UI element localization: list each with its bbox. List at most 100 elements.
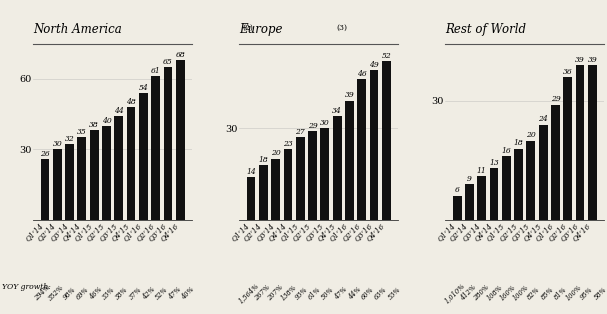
- Text: 27: 27: [296, 128, 305, 136]
- Text: 13: 13: [489, 159, 499, 167]
- Bar: [453, 196, 461, 220]
- Text: 61: 61: [151, 67, 160, 75]
- Text: 24: 24: [538, 115, 548, 123]
- Text: 14: 14: [246, 168, 256, 176]
- Text: 65: 65: [163, 58, 173, 66]
- Text: Europe: Europe: [239, 23, 283, 36]
- Bar: [53, 149, 62, 220]
- Text: 352%: 352%: [47, 284, 66, 303]
- Text: 69%: 69%: [75, 285, 90, 301]
- Bar: [490, 168, 498, 220]
- Bar: [271, 159, 280, 220]
- Text: 93%: 93%: [294, 285, 310, 301]
- Text: 38: 38: [89, 122, 99, 129]
- Text: 47%: 47%: [333, 285, 350, 301]
- Bar: [151, 76, 160, 220]
- Bar: [127, 107, 135, 220]
- Text: 18: 18: [514, 139, 523, 147]
- Bar: [90, 130, 98, 220]
- Text: 44%: 44%: [347, 285, 362, 301]
- Text: 39: 39: [575, 56, 585, 64]
- Text: 52%: 52%: [154, 285, 170, 301]
- Text: 35: 35: [77, 128, 87, 136]
- Text: 6: 6: [455, 187, 459, 194]
- Text: 46%: 46%: [87, 285, 104, 301]
- Text: 52: 52: [381, 51, 391, 60]
- Bar: [246, 177, 256, 220]
- Text: 58%: 58%: [592, 285, 607, 301]
- Bar: [465, 184, 474, 220]
- Bar: [259, 165, 268, 220]
- Text: 108%: 108%: [485, 284, 504, 303]
- Text: 40%: 40%: [180, 285, 196, 301]
- Text: 30: 30: [52, 140, 62, 148]
- Text: 54: 54: [138, 84, 148, 92]
- Text: 39: 39: [588, 56, 597, 64]
- Bar: [526, 141, 535, 220]
- Text: 29: 29: [308, 122, 317, 130]
- Bar: [308, 131, 317, 220]
- Text: 20: 20: [271, 149, 280, 157]
- Text: 82%: 82%: [526, 285, 542, 301]
- Text: 294%: 294%: [33, 284, 52, 303]
- Text: 60%: 60%: [360, 285, 376, 301]
- Text: 49: 49: [369, 61, 379, 69]
- Text: 85%: 85%: [539, 285, 555, 301]
- Text: 23: 23: [283, 140, 293, 148]
- Bar: [382, 61, 391, 220]
- Bar: [345, 100, 354, 220]
- Text: 98%: 98%: [61, 285, 77, 301]
- Text: 95%: 95%: [579, 285, 595, 301]
- Bar: [575, 65, 585, 220]
- Text: 33%: 33%: [101, 285, 117, 301]
- Text: 32: 32: [65, 136, 75, 143]
- Text: 34: 34: [332, 107, 342, 115]
- Text: 36: 36: [563, 68, 572, 76]
- Bar: [139, 93, 148, 220]
- Bar: [539, 125, 548, 220]
- Text: 68: 68: [175, 51, 185, 59]
- Text: 37%: 37%: [127, 285, 143, 301]
- Text: 53%: 53%: [386, 285, 402, 301]
- Bar: [296, 137, 305, 220]
- Text: 63%: 63%: [373, 285, 389, 301]
- Text: 42%: 42%: [140, 285, 157, 301]
- Bar: [502, 156, 510, 220]
- Text: 38%: 38%: [114, 285, 130, 301]
- Text: 48: 48: [126, 98, 136, 106]
- Bar: [163, 67, 172, 220]
- Bar: [114, 116, 123, 220]
- Bar: [370, 70, 378, 220]
- Bar: [65, 144, 74, 220]
- Bar: [41, 159, 49, 220]
- Text: 61%: 61%: [307, 285, 323, 301]
- Text: 39: 39: [345, 91, 354, 99]
- Text: 138%: 138%: [279, 284, 298, 303]
- Text: 100%: 100%: [565, 284, 583, 303]
- Text: 160%: 160%: [498, 284, 517, 303]
- Text: (2): (2): [243, 24, 254, 31]
- Text: 100%: 100%: [511, 284, 531, 303]
- Text: 29: 29: [551, 95, 560, 103]
- Text: 412%: 412%: [458, 284, 478, 303]
- Text: (3): (3): [336, 24, 347, 31]
- Text: 46: 46: [357, 70, 367, 78]
- Text: 40: 40: [101, 117, 111, 125]
- Bar: [477, 176, 486, 220]
- Bar: [563, 77, 572, 220]
- Bar: [78, 138, 86, 220]
- Text: 207%: 207%: [266, 284, 285, 303]
- Bar: [176, 60, 185, 220]
- Bar: [514, 149, 523, 220]
- Text: 20: 20: [526, 131, 536, 139]
- Text: 267%: 267%: [253, 284, 271, 303]
- Text: 81%: 81%: [552, 285, 569, 301]
- Text: 26: 26: [40, 150, 50, 158]
- Bar: [320, 128, 329, 220]
- Text: 16: 16: [501, 147, 511, 155]
- Text: 1,564%: 1,564%: [237, 281, 260, 305]
- Text: 11: 11: [477, 167, 487, 175]
- Text: 1,010%: 1,010%: [443, 281, 467, 305]
- Bar: [333, 116, 342, 220]
- Bar: [551, 105, 560, 220]
